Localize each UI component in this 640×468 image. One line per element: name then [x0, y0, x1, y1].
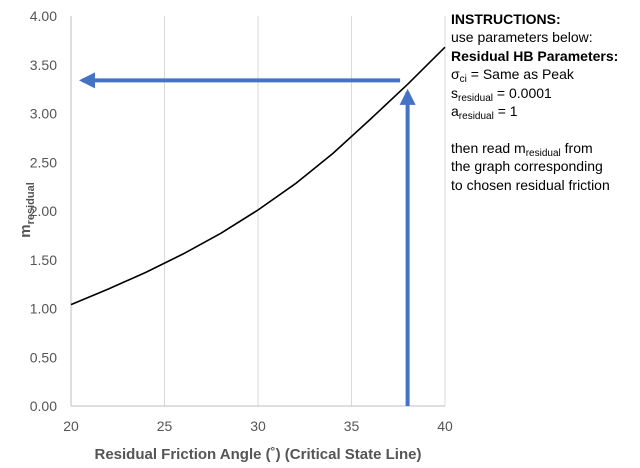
s-sub: residual [458, 92, 494, 104]
read-line-2: the graph corresponding [451, 158, 603, 175]
x-tick-label: 30 [250, 418, 266, 434]
x-axis-title: Residual Friction Angle (˚) (Critical St… [95, 446, 422, 463]
y-axis-title-sub: residual [25, 182, 37, 224]
instructions-line-1: use parameters below: [451, 29, 593, 46]
x-tick-label: 25 [157, 418, 173, 434]
y-tick-label: 0.00 [30, 398, 57, 414]
y-tick-label: 2.50 [30, 154, 57, 170]
y-tick-label: 4.00 [30, 8, 57, 24]
y-tick-label: 1.50 [30, 252, 57, 268]
x-tick-label: 35 [344, 418, 360, 434]
read-line-1-post: from [560, 139, 593, 156]
tick-labels: 20 25 30 35 40 0.00 0.50 1.00 1.50 2.00 2.50 3.00 3.… [30, 8, 453, 434]
s-symbol: s [451, 84, 458, 101]
sigma-sub: ci [459, 74, 467, 86]
series-layer [70, 46, 446, 306]
a-sub: residual [458, 111, 494, 123]
axes [70, 16, 445, 407]
s-value: = 0.0001 [493, 84, 552, 101]
annotation-arrows [79, 72, 416, 406]
params-heading: Residual HB Parameters: [451, 47, 619, 64]
sigma-value: = Same as Peak [466, 66, 574, 83]
y-axis-title: mresidual [17, 182, 37, 238]
a-param: aresidual = 1 [451, 102, 639, 123]
series-line [70, 46, 446, 306]
y-tick-label: 0.50 [30, 349, 57, 365]
gridlines [164, 16, 446, 406]
sigma-symbol: σ [451, 66, 460, 83]
read-line-1-sub: residual [525, 147, 561, 159]
x-tick-label: 40 [437, 418, 453, 434]
read-line-3: to chosen residual friction [451, 176, 610, 193]
y-tick-label: 3.50 [30, 57, 57, 73]
spacer [451, 120, 639, 138]
instructions-panel: INSTRUCTIONS: use parameters below: Resi… [451, 10, 639, 194]
a-symbol: a [451, 103, 459, 120]
s-param: sresidual = 0.0001 [451, 84, 639, 104]
y-tick-label: 3.00 [30, 106, 57, 122]
read-line-1-pre: then read m [451, 139, 526, 156]
a-value: = 1 [493, 103, 518, 120]
y-tick-label: 2.00 [30, 203, 57, 219]
y-axis-title-main: m [17, 224, 34, 237]
instructions-heading: INSTRUCTIONS: [451, 11, 561, 27]
read-line-1: then read mresidual from [451, 139, 639, 159]
x-tick-label: 20 [63, 418, 79, 434]
y-tick-label: 1.00 [30, 301, 57, 317]
sigma-param: σci = Same as Peak [451, 65, 639, 86]
